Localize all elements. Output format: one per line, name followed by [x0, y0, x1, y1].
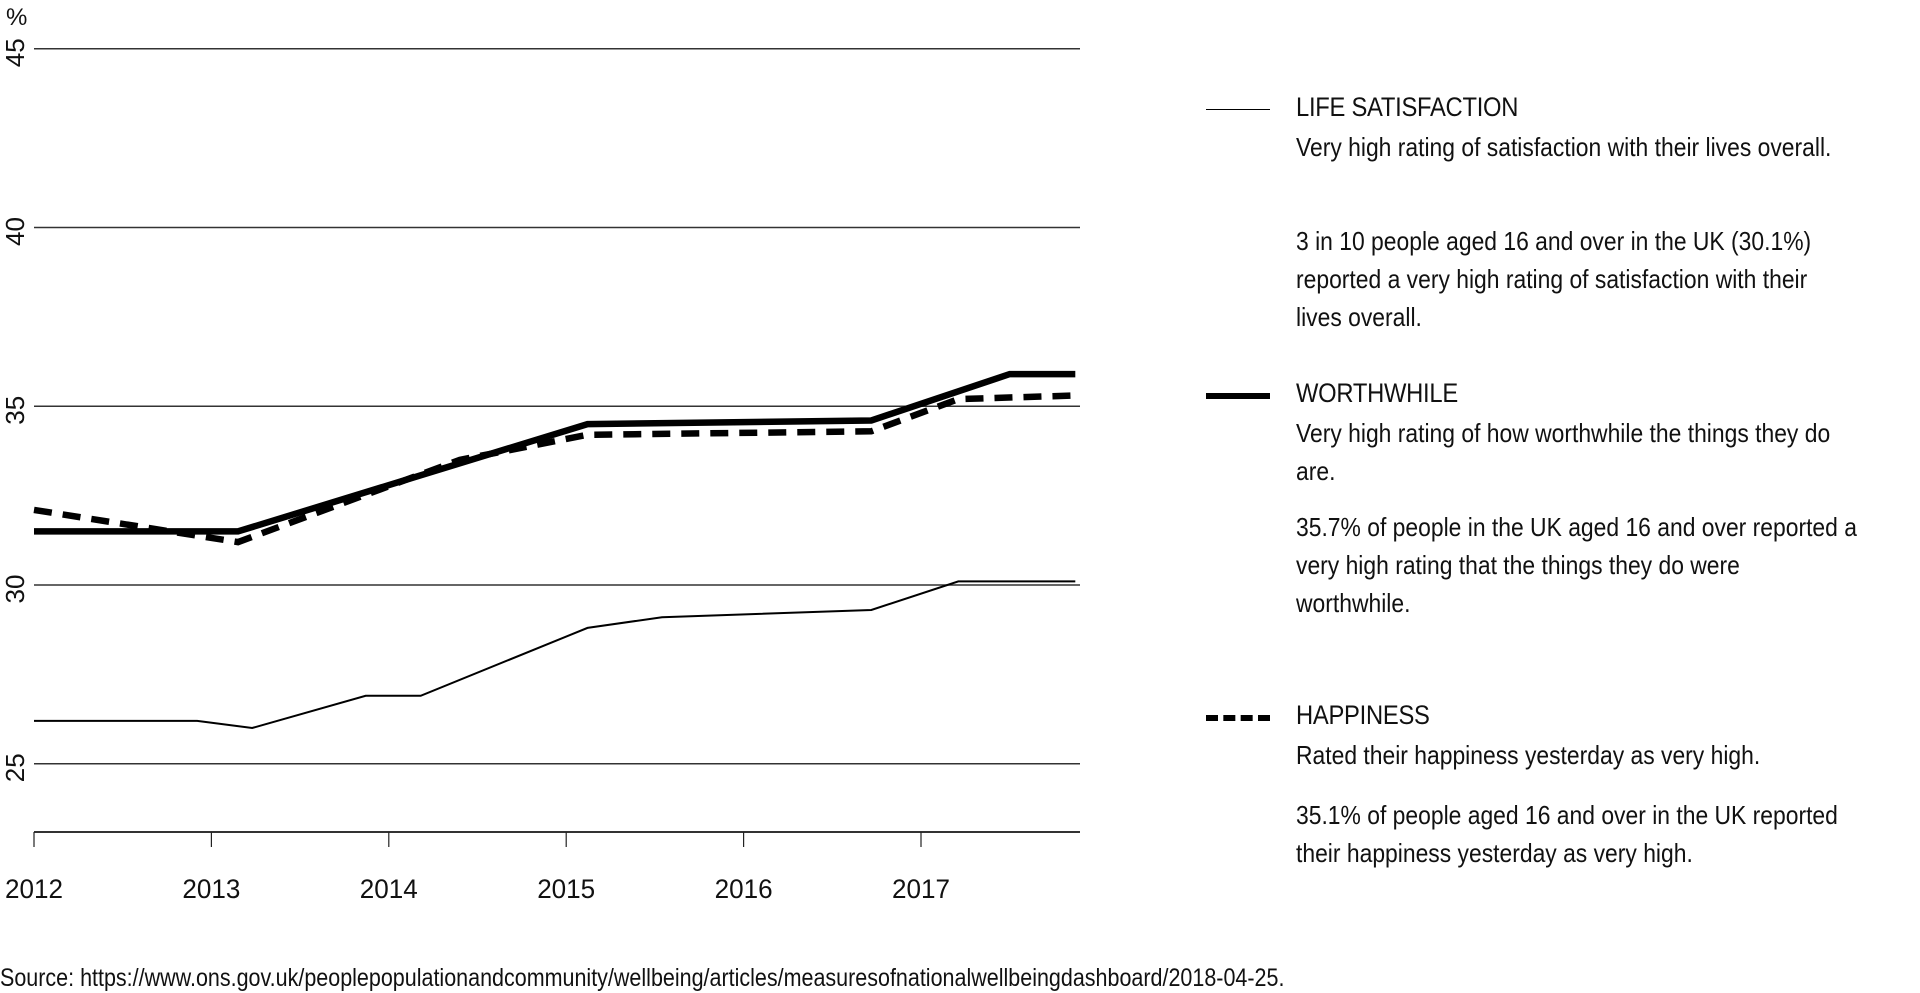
x-tick-label: 2014	[360, 874, 418, 904]
legend-description: Rated their happiness yesterday as very …	[1296, 740, 1761, 770]
series-lines	[33, 370, 1076, 730]
legend-title: WORTHWHILE	[1296, 378, 1458, 408]
x-tick-label: 2015	[537, 874, 595, 904]
x-tick-label: 2016	[715, 874, 773, 904]
series-life-satisfaction	[34, 580, 1076, 730]
legend-title: HAPPINESS	[1296, 700, 1430, 730]
gridlines	[34, 47, 1080, 765]
dashed-line-icon	[1206, 715, 1270, 721]
series-happiness	[33, 392, 1076, 546]
y-tick-label: 25	[0, 753, 30, 782]
y-axis-unit: %	[6, 4, 28, 31]
legend-description: Very high rating of satisfaction with th…	[1296, 132, 1832, 162]
legend-stat: 3 in 10 people aged 16 and over in the U…	[1296, 226, 1812, 332]
x-tick-label: 2012	[5, 874, 63, 904]
x-tick-label: 2013	[182, 874, 240, 904]
thin-line-icon	[1206, 109, 1270, 110]
source-note: Source: https://www.ons.gov.uk/peoplepop…	[0, 964, 1285, 992]
y-axis-labels: 25 30 35 40 45	[0, 38, 30, 782]
legend-stat: 35.7% of people in the UK aged 16 and ov…	[1296, 512, 1857, 618]
y-tick-label: 40	[0, 217, 30, 246]
series-worthwhile	[34, 370, 1076, 535]
x-tick-label: 2017	[892, 874, 950, 904]
legend-stat: 35.1% of people aged 16 and over in the …	[1296, 800, 1838, 868]
x-axis: 2012 2013 2014 2015 2016 2017	[5, 831, 1080, 904]
y-tick-label: 45	[0, 38, 30, 67]
legend-title: LIFE SATISFACTION	[1296, 92, 1519, 122]
legend-description: Very high rating of how worthwhile the t…	[1296, 418, 1831, 486]
y-tick-label: 35	[0, 396, 30, 425]
thick-line-icon	[1206, 393, 1270, 399]
y-tick-label: 30	[0, 575, 30, 604]
